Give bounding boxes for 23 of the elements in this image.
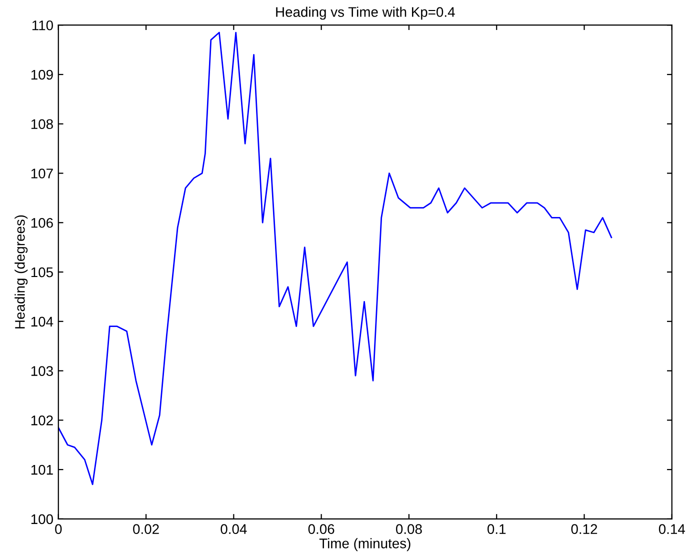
y-tick-label: 107 [31,168,53,178]
y-tick-label: 100 [31,514,53,524]
x-tick-label: 0.12 [571,524,598,534]
y-tick-label: 104 [31,316,54,327]
line-series [58,32,612,486]
x-tick-label: 0.14 [658,524,685,534]
y-tick-label: 101 [31,464,53,475]
x-tick-label: 0 [55,524,62,534]
x-tick-label: 0.08 [396,524,422,534]
y-tick-label: 110 [32,20,53,30]
y-tick-label: 102 [31,416,53,426]
y-tick-label: 108 [31,119,53,130]
y-tick-label: 109 [31,70,53,80]
y-tick-label: 103 [31,366,53,376]
chart-title: Heading vs Time with Kp=0.4 [276,6,455,20]
y-axis-title: Heading (degrees) [14,215,28,328]
x-tick-label: 0.04 [220,524,247,534]
x-tick-label: 0.02 [133,524,159,534]
y-tick-label: 105 [31,267,53,278]
x-tick-label: 0.1 [487,524,506,534]
y-tick-label: 106 [31,218,53,228]
x-axis-title: Time (minutes) [319,538,410,552]
x-tick-label: 0.06 [308,524,334,534]
